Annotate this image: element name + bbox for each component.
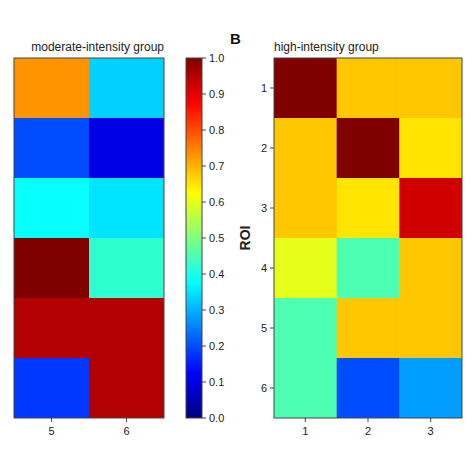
heatmap-cell bbox=[337, 178, 400, 239]
heatmap-cell bbox=[399, 298, 462, 359]
heatmap-cell bbox=[14, 358, 90, 418]
colorbar-tick bbox=[202, 274, 206, 275]
x-tick-label: 3 bbox=[428, 425, 434, 437]
heatmap-cell bbox=[274, 298, 337, 359]
heatmap-cell bbox=[274, 358, 337, 418]
cells bbox=[274, 58, 462, 418]
colorbar-tick-label: 0.5 bbox=[209, 232, 224, 244]
y-tick-label: 4 bbox=[261, 262, 267, 274]
heatmap-cell bbox=[14, 298, 90, 359]
colorbar-tick-label: 0.7 bbox=[209, 160, 224, 172]
heatmap-cell bbox=[337, 298, 400, 359]
heatmap-cell bbox=[399, 58, 462, 119]
heatmap-cell bbox=[337, 238, 400, 299]
heatmap-cell bbox=[274, 118, 337, 179]
y-tick-label: 1 bbox=[261, 82, 267, 94]
y-tick bbox=[270, 88, 274, 89]
colorbar: 0.0 0.1 0.2 0.3 0.4 0.5 0.6 0.7 0.8 0.9 1.0 bbox=[186, 52, 224, 424]
colorbar-tick bbox=[202, 418, 206, 419]
heatmap-cell bbox=[89, 178, 164, 239]
panel-title: high-intensity group bbox=[274, 40, 379, 54]
y-tick-label: 6 bbox=[261, 382, 267, 394]
heatmap-cell bbox=[14, 118, 90, 179]
colorbar-tick bbox=[202, 310, 206, 311]
y-tick bbox=[270, 388, 274, 389]
colorbar-tick-label: 0.9 bbox=[209, 88, 224, 100]
heatmap-panel: 5 6 moderate-intensity group bbox=[14, 40, 165, 437]
colorbar-tick-label: 0.6 bbox=[209, 196, 224, 208]
colorbar-tick bbox=[202, 202, 206, 203]
heatmap-cell bbox=[274, 238, 337, 299]
colorbar-tick bbox=[202, 166, 206, 167]
x-tick bbox=[126, 418, 127, 422]
heatmap-cell bbox=[337, 358, 400, 418]
heatmap-cell bbox=[89, 58, 164, 119]
colorbar-tick bbox=[202, 382, 206, 383]
y-tick-label: 2 bbox=[261, 142, 267, 154]
colorbar-body bbox=[186, 58, 202, 418]
colorbar-tick-label: 0.4 bbox=[209, 268, 224, 280]
y-tick bbox=[270, 208, 274, 209]
heatmap-cell bbox=[89, 238, 164, 299]
colorbar-tick-label: 0.8 bbox=[209, 124, 224, 136]
x-tick bbox=[305, 418, 306, 422]
colorbar-tick bbox=[202, 238, 206, 239]
heatmap-cell bbox=[14, 238, 90, 299]
heatmap-cell bbox=[399, 118, 462, 179]
colorbar-tick-label: 0.1 bbox=[209, 376, 224, 388]
heatmap-cell bbox=[89, 298, 164, 359]
heatmap-cell bbox=[274, 178, 337, 239]
heatmap-panel: 1 2 3 1 2 3 4 5 6 ROI high-intensity group B bbox=[230, 30, 463, 437]
colorbar-tick-label: 1.0 bbox=[209, 52, 224, 64]
plot-frame bbox=[274, 58, 462, 418]
y-axis-label: ROI bbox=[237, 226, 253, 251]
x-tick-label: 6 bbox=[123, 425, 129, 437]
heatmap-cell bbox=[14, 178, 90, 239]
x-tick bbox=[51, 418, 52, 422]
x-tick bbox=[430, 418, 431, 422]
x-tick-label: 5 bbox=[48, 425, 54, 437]
x-tick bbox=[368, 418, 369, 422]
plot-frame bbox=[14, 58, 164, 418]
heatmap-cell bbox=[399, 238, 462, 299]
y-tick bbox=[270, 148, 274, 149]
y-tick bbox=[270, 328, 274, 329]
colorbar-tick bbox=[202, 130, 206, 131]
chart: 5 6 moderate-intensity group 1 2 3 1 2 3 4 5 6 ROI hi… bbox=[0, 0, 474, 474]
heatmap-cell bbox=[274, 58, 337, 119]
colorbar-tick-label: 0.0 bbox=[209, 412, 224, 424]
heatmap-cell bbox=[337, 118, 400, 179]
colorbar-tick bbox=[202, 94, 206, 95]
panel-title: moderate-intensity group bbox=[31, 40, 164, 54]
y-tick-label: 5 bbox=[261, 322, 267, 334]
x-tick-label: 1 bbox=[302, 425, 308, 437]
heatmap-cell bbox=[14, 58, 90, 119]
x-tick-label: 2 bbox=[365, 425, 371, 437]
colorbar-tick bbox=[202, 346, 206, 347]
cells bbox=[14, 58, 164, 418]
colorbar-tick bbox=[202, 58, 206, 59]
heatmap-cell bbox=[337, 58, 400, 119]
y-tick-label: 3 bbox=[261, 202, 267, 214]
y-tick bbox=[270, 268, 274, 269]
heatmap-cell bbox=[399, 358, 462, 418]
heatmap-cell bbox=[399, 178, 462, 239]
heatmap-cell bbox=[89, 358, 164, 418]
heatmap-cell bbox=[89, 118, 164, 179]
colorbar-tick-label: 0.2 bbox=[209, 340, 224, 352]
panel-label: B bbox=[230, 30, 241, 47]
colorbar-tick-label: 0.3 bbox=[209, 304, 224, 316]
